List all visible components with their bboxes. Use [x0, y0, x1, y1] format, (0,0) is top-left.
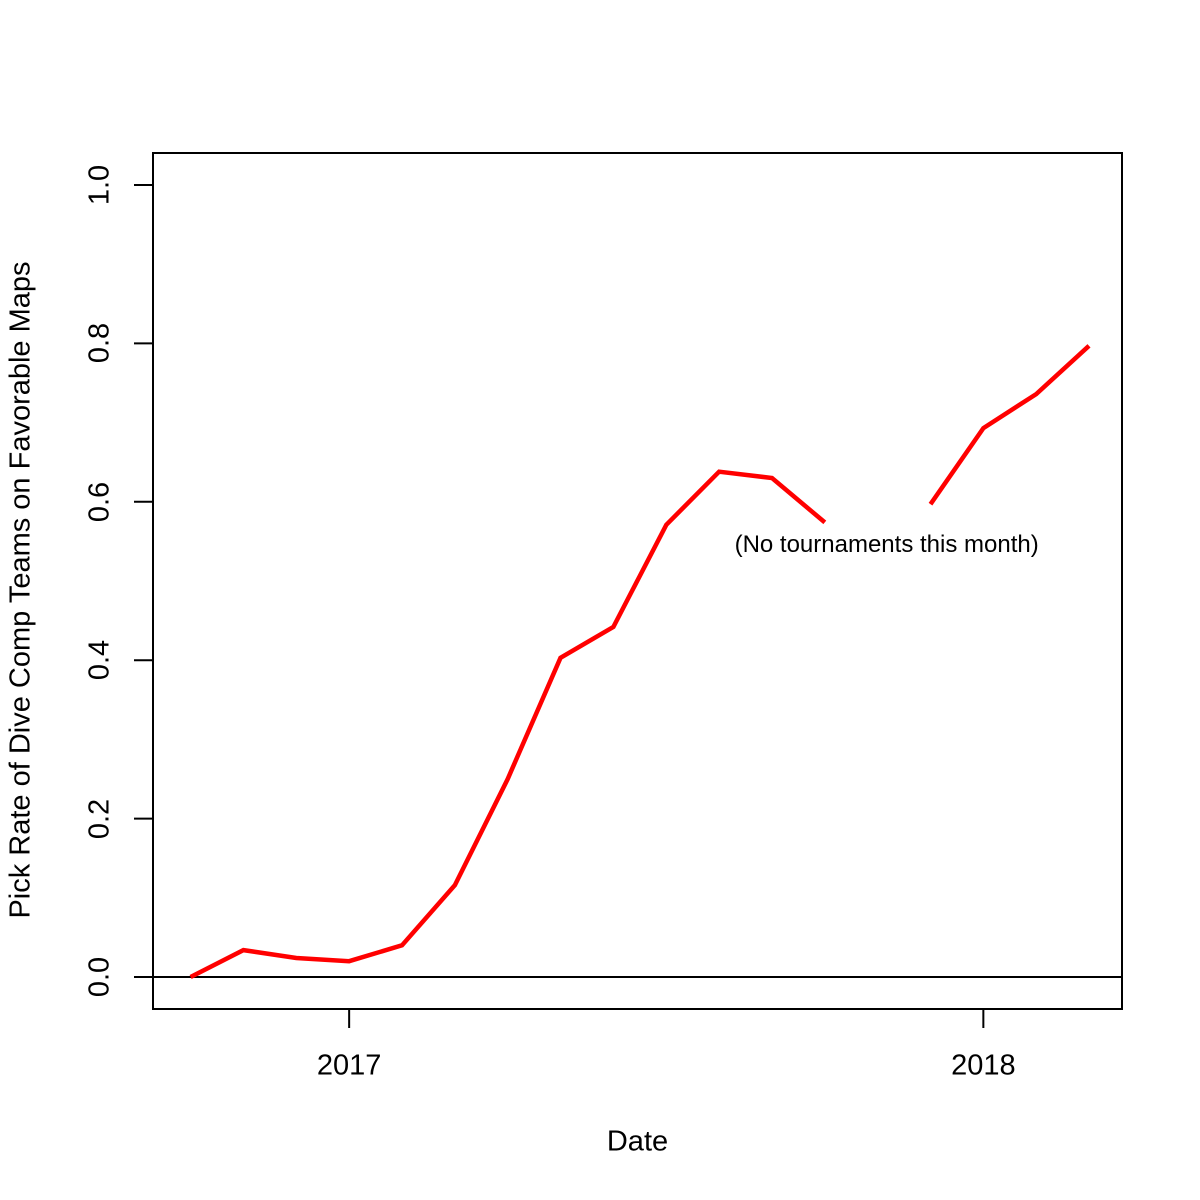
y-tick-label-0.2: 0.2	[83, 798, 116, 839]
x-tick-label-2018: 2018	[951, 1049, 1016, 1082]
y-tick-label-0.4: 0.4	[83, 640, 116, 681]
plot-box	[152, 152, 1123, 1010]
x-tick-label-2017: 2017	[316, 1049, 382, 1082]
pick-rate-line	[189, 469, 827, 980]
y-tick-label-1.0: 1.0	[83, 164, 116, 206]
y-axis-title: Pick Rate of Dive Comp Teams on Favorabl…	[4, 261, 37, 919]
y-tick-label-0.8: 0.8	[83, 323, 116, 364]
x-axis-title: Date	[606, 1125, 669, 1158]
pick-rate-line	[928, 344, 1091, 506]
y-tick-label-0.6: 0.6	[83, 481, 116, 522]
y-tick-label-0.0: 0.0	[83, 956, 116, 998]
no-tournaments-annotation: (No tournaments this month)	[734, 531, 1039, 559]
